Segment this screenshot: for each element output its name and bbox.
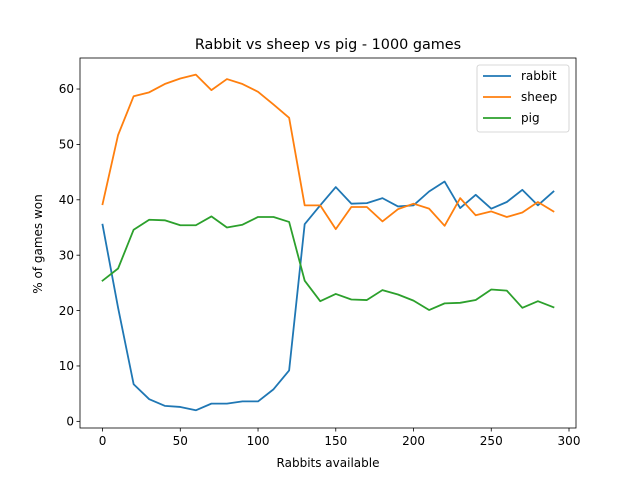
x-tick-label: 150 xyxy=(324,434,347,448)
legend-label-pig: pig xyxy=(521,111,540,125)
y-tick-label: 40 xyxy=(59,193,74,207)
x-tick-label: 200 xyxy=(402,434,425,448)
legend-label-rabbit: rabbit xyxy=(521,69,557,83)
x-tick-label: 250 xyxy=(480,434,503,448)
legend-label-sheep: sheep xyxy=(521,90,557,104)
legend: rabbit sheep pig xyxy=(476,64,570,133)
y-axis-label: % of games won xyxy=(31,194,45,293)
y-tick-label: 0 xyxy=(66,415,74,429)
axes-frame xyxy=(79,57,577,429)
y-tick-label: 10 xyxy=(59,359,74,373)
y-tick-label: 20 xyxy=(59,304,74,318)
x-tick-label: 50 xyxy=(173,434,188,448)
chart-title: Rabbit vs sheep vs pig - 1000 games xyxy=(195,37,461,53)
y-tick-label: 60 xyxy=(59,82,74,96)
x-tick-label: 0 xyxy=(99,434,107,448)
x-axis-label: Rabbits available xyxy=(277,456,380,470)
y-tick-label: 30 xyxy=(59,248,74,262)
y-tick-label: 50 xyxy=(59,138,74,152)
x-tick-label: 300 xyxy=(558,434,581,448)
plot-area: 0 50 100 150 200 250 300 0 10 20 30 40 50 60 xyxy=(59,57,581,448)
series-line-pig xyxy=(101,215,555,311)
series-line-sheep xyxy=(101,73,555,231)
x-tick-label: 100 xyxy=(247,434,270,448)
legend-box xyxy=(476,64,570,133)
series-line-rabbit xyxy=(101,180,555,412)
